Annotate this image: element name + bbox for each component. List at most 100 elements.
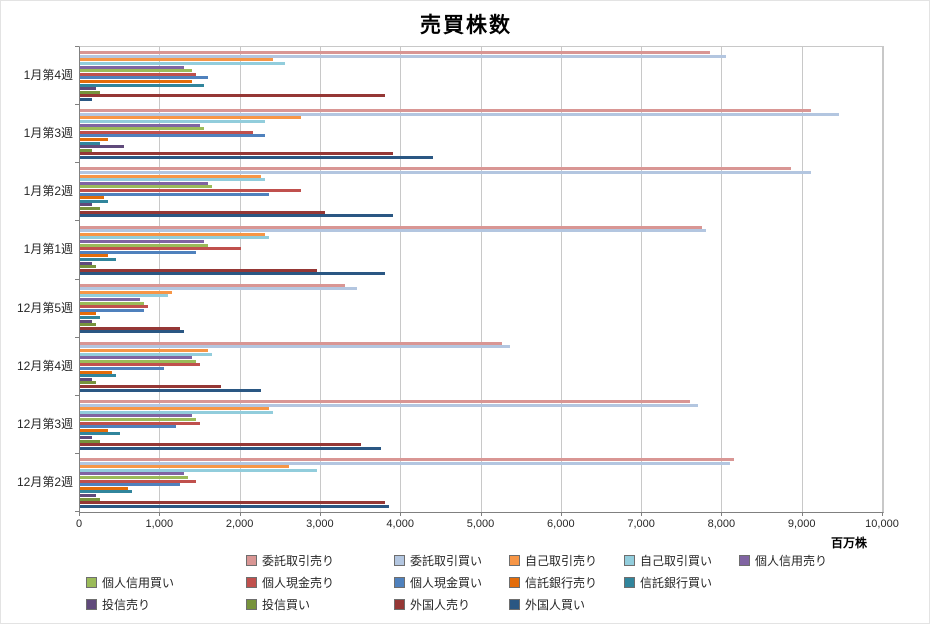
bar-委託取引売り bbox=[80, 109, 811, 113]
gridline bbox=[400, 47, 402, 512]
legend-item-自己取引売り: 自己取引売り bbox=[509, 553, 597, 568]
bar-信託銀行売り bbox=[80, 254, 109, 258]
bar-外国人買い bbox=[80, 214, 394, 218]
bar-信託銀行買い bbox=[80, 432, 121, 436]
bar-個人現金買い bbox=[80, 192, 269, 196]
bar-外国人買い bbox=[80, 446, 382, 450]
bar-自己取引買い bbox=[80, 120, 265, 124]
bar-個人現金買い bbox=[80, 308, 145, 312]
legend-item-外国人売り: 外国人売り bbox=[394, 597, 470, 612]
bar-個人現金買い bbox=[80, 483, 181, 487]
bar-委託取引買い bbox=[80, 171, 811, 174]
bar-信託銀行売り bbox=[80, 79, 193, 83]
y-axis-tick bbox=[75, 104, 79, 105]
bar-委託取引売り bbox=[80, 167, 791, 171]
x-axis-tick bbox=[561, 512, 562, 516]
y-category-label: 12月第2週 bbox=[16, 474, 73, 489]
legend-swatch bbox=[246, 554, 257, 566]
bar-投信買い bbox=[80, 148, 93, 152]
x-axis-tick bbox=[320, 512, 321, 516]
bar-信託銀行売り bbox=[80, 428, 109, 432]
bar-外国人売り bbox=[80, 443, 362, 447]
gridline bbox=[159, 47, 161, 512]
bar-信託銀行買い bbox=[80, 257, 117, 261]
y-category-label: 1月第1週 bbox=[23, 242, 73, 257]
gridline bbox=[239, 47, 241, 512]
bar-自己取引買い bbox=[80, 178, 265, 182]
bar-委託取引売り bbox=[80, 225, 703, 229]
y-axis-tick bbox=[75, 337, 79, 338]
x-axis-tick bbox=[240, 512, 241, 516]
x-tick-label: 5,000 bbox=[466, 518, 495, 530]
bar-自己取引売り bbox=[80, 116, 301, 120]
bar-投信買い bbox=[80, 265, 97, 269]
x-axis-tick bbox=[641, 512, 642, 516]
bar-投信買い bbox=[80, 323, 97, 327]
legend-label: 外国人買い bbox=[525, 597, 586, 612]
legend-item-委託取引売り: 委託取引売り bbox=[246, 553, 334, 568]
bar-信託銀行売り bbox=[80, 138, 109, 142]
y-axis-tick bbox=[75, 453, 79, 454]
x-axis-tick bbox=[481, 512, 482, 516]
bar-投信売り bbox=[80, 87, 97, 91]
bar-信託銀行売り bbox=[80, 196, 105, 200]
bar-個人現金買い bbox=[80, 134, 265, 138]
bar-委託取引買い bbox=[80, 461, 731, 465]
bar-投信売り bbox=[80, 145, 125, 149]
bar-個人現金買い bbox=[80, 250, 197, 254]
bar-委託取引売り bbox=[80, 51, 711, 55]
legend-item-信託銀行買い: 信託銀行買い bbox=[624, 575, 712, 590]
legend-label: 個人信用買い bbox=[102, 575, 175, 590]
bar-個人信用売り bbox=[80, 298, 141, 302]
legend-swatch bbox=[509, 598, 520, 610]
x-tick-label: 4,000 bbox=[386, 518, 414, 530]
gridline bbox=[801, 47, 803, 512]
bar-自己取引売り bbox=[80, 348, 209, 352]
bar-外国人買い bbox=[80, 272, 386, 276]
legend-swatch bbox=[246, 598, 257, 610]
x-tick-label: 2,000 bbox=[225, 518, 254, 530]
bar-投信買い bbox=[80, 439, 101, 443]
legend-swatch bbox=[509, 554, 520, 566]
bar-自己取引売り bbox=[80, 407, 269, 411]
legend-item-個人信用買い: 個人信用買い bbox=[86, 575, 175, 590]
bar-外国人売り bbox=[80, 152, 394, 156]
bar-投信売り bbox=[80, 203, 93, 207]
bar-投信売り bbox=[80, 377, 93, 381]
bar-外国人買い bbox=[80, 504, 390, 508]
bar-個人信用買い bbox=[80, 301, 145, 305]
bar-信託銀行買い bbox=[80, 199, 109, 203]
x-tick-label: 10,000 bbox=[865, 518, 899, 530]
x-tick-label: 9,000 bbox=[787, 518, 816, 530]
bar-投信買い bbox=[80, 497, 101, 501]
bar-委託取引売り bbox=[80, 341, 502, 345]
bar-投信買い bbox=[80, 207, 101, 210]
bar-自己取引買い bbox=[80, 468, 317, 472]
gridline bbox=[319, 47, 321, 512]
bar-委託取引買い bbox=[80, 345, 510, 349]
bar-外国人買い bbox=[80, 97, 93, 101]
x-tick-label: 8,000 bbox=[707, 518, 736, 530]
legend-label: 個人現金買い bbox=[410, 575, 483, 590]
legend-label: 信託銀行売り bbox=[525, 575, 598, 590]
bar-委託取引売り bbox=[80, 458, 735, 462]
gridline bbox=[882, 47, 883, 512]
bar-個人現金売り bbox=[80, 421, 201, 425]
bar-自己取引売り bbox=[80, 174, 261, 178]
bar-個人現金売り bbox=[80, 130, 253, 134]
legend-label: 委託取引買い bbox=[410, 553, 483, 568]
bar-個人現金売り bbox=[80, 363, 201, 367]
legend-item-自己取引買い: 自己取引買い bbox=[624, 553, 712, 568]
bar-外国人売り bbox=[80, 94, 386, 98]
legend-item-投信買い: 投信買い bbox=[246, 597, 310, 612]
bar-投信売り bbox=[80, 261, 93, 265]
x-axis-tick bbox=[159, 512, 160, 516]
legend-swatch bbox=[624, 576, 635, 588]
bar-投信売り bbox=[80, 435, 93, 439]
bar-個人現金買い bbox=[80, 366, 165, 370]
bar-個人信用売り bbox=[80, 123, 201, 127]
legend-item-外国人買い: 外国人買い bbox=[509, 597, 586, 612]
bar-個人信用買い bbox=[80, 127, 205, 131]
bar-信託銀行売り bbox=[80, 486, 129, 490]
legend-swatch bbox=[394, 576, 405, 588]
